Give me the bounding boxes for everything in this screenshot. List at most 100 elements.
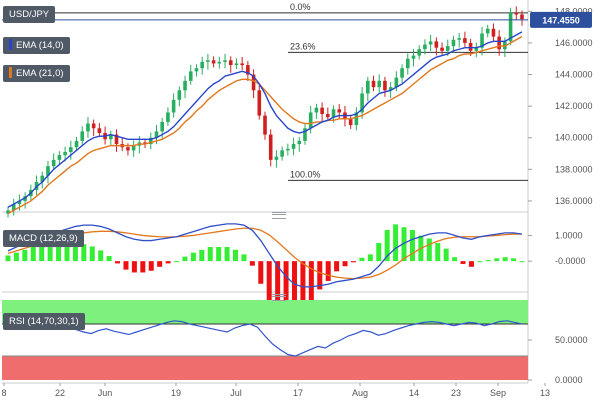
candle (463, 31, 467, 47)
candle-body (314, 107, 319, 113)
macd-histogram-bar (98, 250, 104, 262)
symbol-label: USD/JPY (3, 6, 56, 23)
macd-histogram-bar (511, 258, 517, 262)
candle-body (411, 55, 416, 59)
candle-body (445, 46, 450, 51)
candle-body (74, 140, 79, 148)
candle-body (17, 200, 22, 205)
candle (194, 64, 199, 77)
ema-slow-label-text: EMA (21,0) (16, 68, 64, 79)
macd-histogram-bar (426, 238, 432, 262)
candle-body (63, 151, 67, 156)
macd-histogram-bar (376, 243, 382, 262)
candle-body (109, 134, 113, 140)
price-axis-label: 142.0000 (555, 101, 593, 111)
rsi-label-text: RSI (14,70,30,1) (9, 316, 79, 327)
candle-body (457, 38, 461, 40)
candle (6, 206, 10, 218)
main-panel-resize-handle[interactable] (272, 212, 286, 219)
candle (183, 75, 187, 99)
candle (80, 126, 85, 147)
candle (440, 42, 444, 55)
fibonacci-level-label: 0.0% (290, 2, 311, 12)
candle-body (91, 123, 96, 129)
macd-histogram-bar (241, 254, 247, 262)
candle (246, 61, 250, 82)
candle-body (366, 80, 370, 94)
macd-histogram-bar (283, 261, 289, 321)
macd-histogram-bar (308, 261, 314, 301)
candle-body (371, 80, 376, 88)
candle-body (377, 80, 382, 88)
macd-histogram-bar (477, 261, 483, 263)
candle-body (348, 118, 353, 126)
macd-histogram-bar (115, 261, 121, 264)
macd-histogram-bar (258, 261, 264, 284)
candle-body (354, 112, 359, 126)
price-axis-label: 148.0000 (555, 6, 593, 16)
candle-body (257, 90, 262, 116)
candle-body (246, 65, 250, 75)
macd-histogram-bar (468, 261, 474, 267)
candle (91, 119, 96, 136)
candle-body (251, 74, 256, 91)
candle-body (131, 145, 136, 151)
macd-histogram-bar (350, 261, 356, 263)
macd-histogram-bar (5, 255, 11, 262)
macd-histogram-bar (367, 254, 373, 262)
candle (240, 56, 244, 71)
candle-body (388, 87, 393, 91)
candle-body (51, 159, 56, 167)
candle-body (268, 134, 273, 160)
macd-signal-line (7, 227, 522, 280)
candle-body (126, 147, 130, 151)
candle-body (474, 47, 479, 51)
time-axis: 8 22 Jun 19 Jul 17 Aug 14 23 Sep 13 (1, 383, 550, 398)
candle-body (497, 36, 501, 50)
candle (314, 103, 319, 119)
macd-histogram-bar (384, 230, 390, 262)
candle (434, 37, 439, 56)
candle-body (286, 148, 290, 151)
macd-label: MACD (12,26,9) (3, 230, 84, 247)
time-axis-label: Aug (352, 388, 368, 398)
candle (366, 76, 370, 102)
candle-body (280, 150, 284, 157)
macd-histogram-bar (89, 246, 95, 262)
fibonacci-levels: 0.0% 23.6% 100.0% (8, 2, 528, 181)
candle (188, 64, 193, 85)
candle (268, 129, 273, 167)
candles (6, 6, 524, 218)
candle (320, 102, 324, 122)
candle-body (234, 63, 239, 66)
current-price-tag-text: 147.4550 (542, 15, 580, 25)
candle-body (331, 109, 336, 118)
candle-body (188, 71, 193, 81)
macd-axis: 1.0000 -0.0000 (528, 230, 586, 266)
candle (377, 74, 382, 93)
macd-histogram-bar (165, 261, 171, 264)
candle (228, 56, 233, 73)
candle-body (114, 134, 119, 145)
candle (23, 192, 27, 209)
candle-body (485, 28, 490, 34)
candle-body (57, 155, 62, 160)
candle (74, 136, 79, 152)
candle-body (428, 41, 433, 45)
candle-body (166, 112, 170, 122)
candle (337, 104, 342, 119)
candle-body (514, 12, 519, 15)
candle-body (434, 41, 439, 48)
macd-histogram-bar (216, 247, 222, 262)
candle (46, 160, 50, 184)
candle-body (308, 112, 313, 129)
macd-panel-resize-handle[interactable] (272, 294, 286, 301)
candle (508, 7, 513, 46)
macd-histogram-bar (30, 247, 36, 262)
candle-body (183, 80, 187, 91)
candle (97, 123, 102, 137)
candle-body (160, 121, 164, 132)
macd-line (7, 223, 523, 288)
candle (274, 150, 279, 168)
